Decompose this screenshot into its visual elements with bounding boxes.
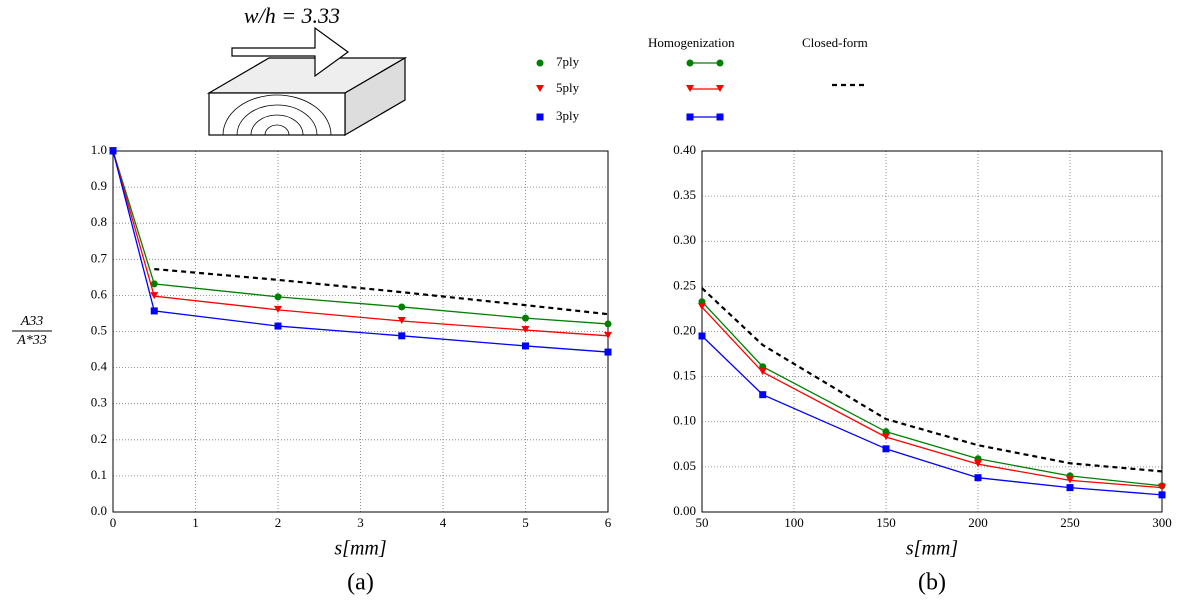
x-tick-label: 1 [192, 515, 199, 530]
legend-label: 7ply [556, 54, 580, 69]
series-line [112, 150, 609, 353]
x-tick-label: 0 [110, 515, 117, 530]
marker [882, 433, 890, 441]
marker [1066, 476, 1074, 484]
marker [398, 332, 406, 340]
legend-header: Closed-form [802, 35, 868, 50]
legend-header: Homogenization [648, 35, 735, 50]
y-axis-label: A33 [20, 314, 44, 329]
marker [686, 113, 694, 121]
marker [522, 314, 529, 322]
x-tick-label: 150 [876, 515, 896, 530]
legend-marker [536, 59, 544, 67]
series-line [112, 150, 609, 325]
wood-illustration: w/h = 3.33 [206, 3, 408, 137]
marker [604, 348, 612, 356]
y-tick-label: 0.7 [91, 250, 108, 265]
y-tick-label: 0.9 [91, 178, 107, 193]
x-tick-label: 300 [1152, 515, 1172, 530]
plot-frame [112, 150, 609, 513]
marker [974, 474, 982, 482]
marker [698, 303, 706, 311]
marker [150, 292, 159, 300]
y-axis-label: A*33 [16, 333, 47, 348]
y-tick-label: 0.10 [673, 413, 696, 428]
marker [398, 303, 406, 311]
x-tick-label: 250 [1060, 515, 1080, 530]
marker [274, 322, 282, 330]
marker [604, 331, 612, 339]
x-tick-label: 5 [522, 515, 529, 530]
legend-marker [536, 85, 544, 92]
y-tick-label: 0.30 [673, 232, 696, 247]
series-line [701, 335, 1163, 496]
x-tick-label: 50 [696, 515, 709, 530]
marker [274, 305, 282, 313]
marker [716, 113, 724, 121]
x-tick-label: 100 [784, 515, 804, 530]
marker [150, 307, 158, 315]
series-line [701, 301, 1163, 487]
marker [686, 85, 694, 92]
x-tick-label: 6 [605, 515, 612, 530]
y-tick-label: 0.25 [673, 277, 696, 292]
y-tick-label: 0.1 [91, 467, 107, 482]
y-tick-label: 0.5 [91, 322, 107, 337]
marker [698, 332, 706, 340]
marker [604, 320, 612, 328]
y-tick-label: 0.8 [91, 214, 107, 229]
legend-label: 3ply [556, 108, 580, 123]
y-tick-label: 0.4 [91, 359, 108, 374]
marker [882, 445, 890, 453]
plot-frame [701, 150, 1163, 513]
series-line [701, 287, 1163, 473]
legend-label: 5ply [556, 80, 580, 95]
y-tick-label: 1.0 [91, 142, 107, 157]
marker [716, 59, 724, 67]
x-tick-label: 2 [275, 515, 282, 530]
marker [397, 317, 406, 325]
y-tick-label: 0.3 [91, 395, 107, 410]
y-tick-label: 0.15 [673, 368, 696, 383]
x-axis-label: s[mm] [334, 538, 386, 560]
x-tick-label: 3 [357, 515, 364, 530]
x-tick-label: 4 [440, 515, 447, 530]
series-line [154, 267, 609, 316]
caption: (b) [918, 570, 946, 596]
legend-marker [536, 113, 544, 121]
caption: (a) [347, 570, 374, 596]
y-tick-label: 0.0 [91, 503, 107, 518]
y-tick-label: 0.00 [673, 503, 696, 518]
marker [274, 293, 282, 301]
marker [1158, 483, 1166, 491]
illustration-label: w/h = 3.33 [244, 3, 340, 28]
y-tick-label: 0.20 [673, 322, 696, 337]
marker [716, 85, 724, 92]
x-axis-label: s[mm] [906, 538, 958, 560]
y-tick-label: 0.40 [673, 142, 696, 157]
marker [686, 59, 694, 67]
x-tick-label: 200 [968, 515, 988, 530]
marker [109, 147, 117, 155]
marker [758, 368, 767, 376]
y-tick-label: 0.05 [673, 458, 696, 473]
y-tick-label: 0.2 [91, 431, 107, 446]
marker [521, 326, 530, 334]
y-tick-label: 0.35 [673, 187, 696, 202]
y-tick-label: 0.6 [91, 286, 108, 301]
marker [150, 280, 158, 288]
series-line [112, 150, 609, 337]
marker [974, 460, 982, 468]
marker [522, 342, 529, 350]
marker [759, 391, 767, 399]
marker [1158, 491, 1166, 499]
series-line [701, 306, 1163, 489]
marker [1066, 484, 1074, 492]
